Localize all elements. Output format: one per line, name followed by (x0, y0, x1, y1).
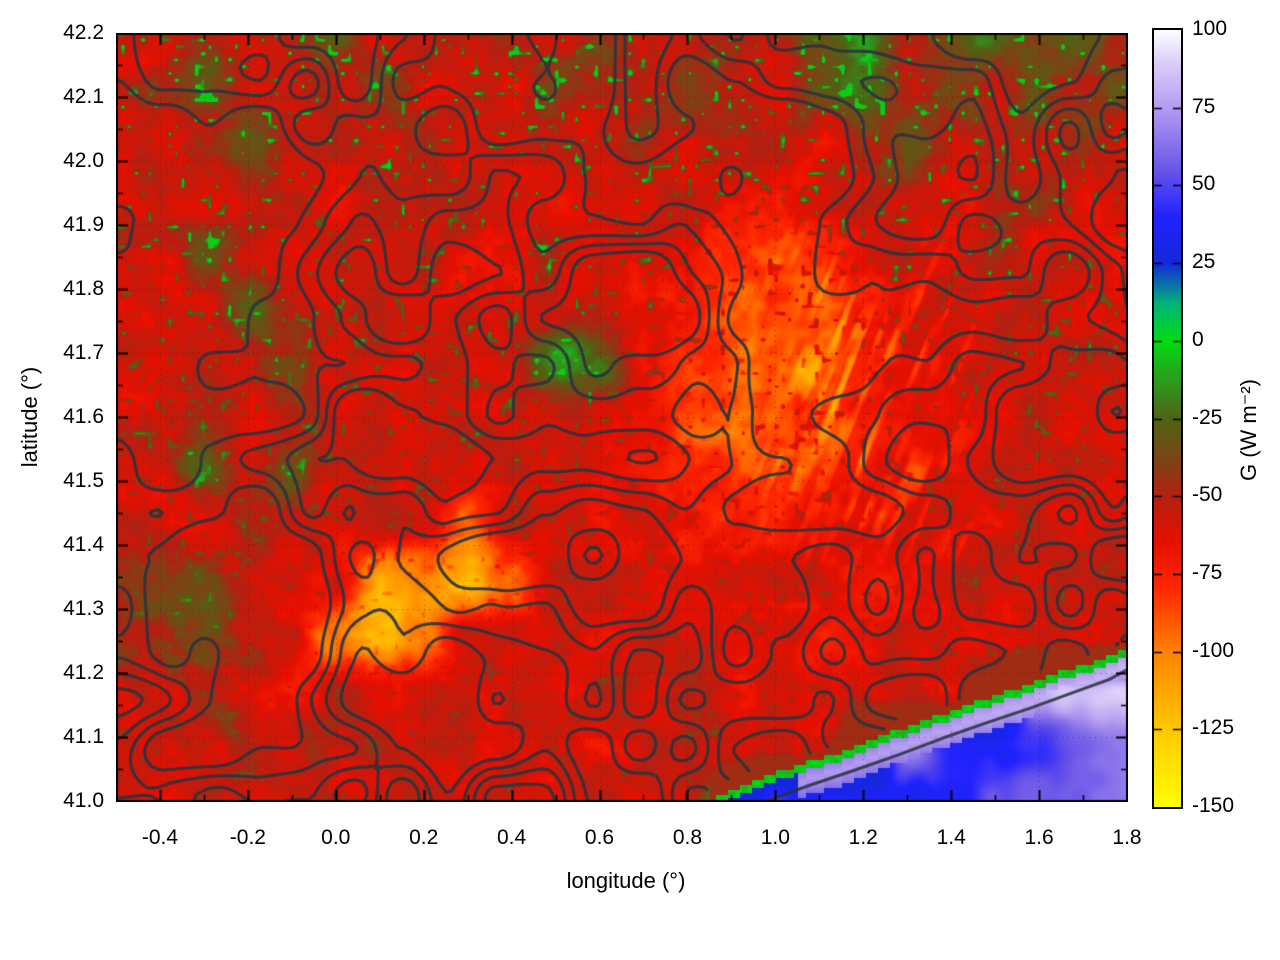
colorbar-tick-label: 50 (1192, 172, 1216, 196)
x-tick-label: 0.2 (409, 826, 439, 849)
x-axis-label: longitude (°) (566, 868, 686, 893)
x-tick-label: 1.6 (1024, 826, 1054, 849)
colorbar-tick-label: -100 (1192, 638, 1235, 662)
y-tick-label: 41.5 (63, 469, 104, 492)
x-tick-label: 0.0 (321, 826, 351, 849)
x-tick-label: -0.2 (229, 826, 266, 849)
x-tick-label: -0.4 (141, 826, 179, 849)
x-tick-label: 1.8 (1112, 826, 1142, 849)
x-tick-label: 1.4 (936, 826, 966, 849)
x-tick-label: 1.0 (760, 826, 790, 849)
y-tick-label: 41.2 (63, 661, 104, 684)
colorbar-tick-label: 75 (1192, 94, 1216, 118)
y-tick-label: 41.6 (63, 405, 104, 428)
y-tick-label: 42.0 (63, 149, 104, 172)
y-tick-label: 41.7 (63, 341, 104, 364)
colorbar-tick-label: -50 (1192, 483, 1223, 507)
colorbar-tick-label: -150 (1192, 794, 1235, 817)
colorbar-tick-label: 0 (1192, 327, 1204, 351)
colorbar-tick-label: -75 (1192, 560, 1223, 584)
y-axis-label: latitude (°) (17, 366, 42, 468)
colorbar-canvas (1152, 28, 1183, 809)
colorbar-tick-label: 25 (1192, 250, 1216, 274)
colorbar-tick-label: -25 (1192, 405, 1223, 429)
colorbar-tick-label: -125 (1192, 716, 1235, 740)
colorbar-label: G (W m⁻²) (1236, 378, 1261, 482)
x-tick-label: 1.2 (848, 826, 878, 849)
y-tick-label: 41.3 (63, 597, 104, 620)
y-tick-label: 42.2 (63, 21, 104, 44)
y-tick-label: 42.1 (63, 85, 104, 108)
y-tick-label: 41.4 (63, 533, 104, 556)
y-tick-label: 41.1 (63, 725, 104, 748)
y-tick-label: 41.8 (63, 277, 104, 300)
x-tick-label: 0.8 (672, 826, 703, 849)
y-tick-label: 41.0 (63, 789, 104, 812)
x-tick-label: 0.4 (496, 826, 527, 849)
y-tick-label: 41.9 (63, 213, 104, 236)
heatmap-canvas (116, 33, 1128, 802)
colorbar-tick-label: 100 (1192, 17, 1228, 40)
x-tick-label: 0.6 (584, 826, 615, 849)
